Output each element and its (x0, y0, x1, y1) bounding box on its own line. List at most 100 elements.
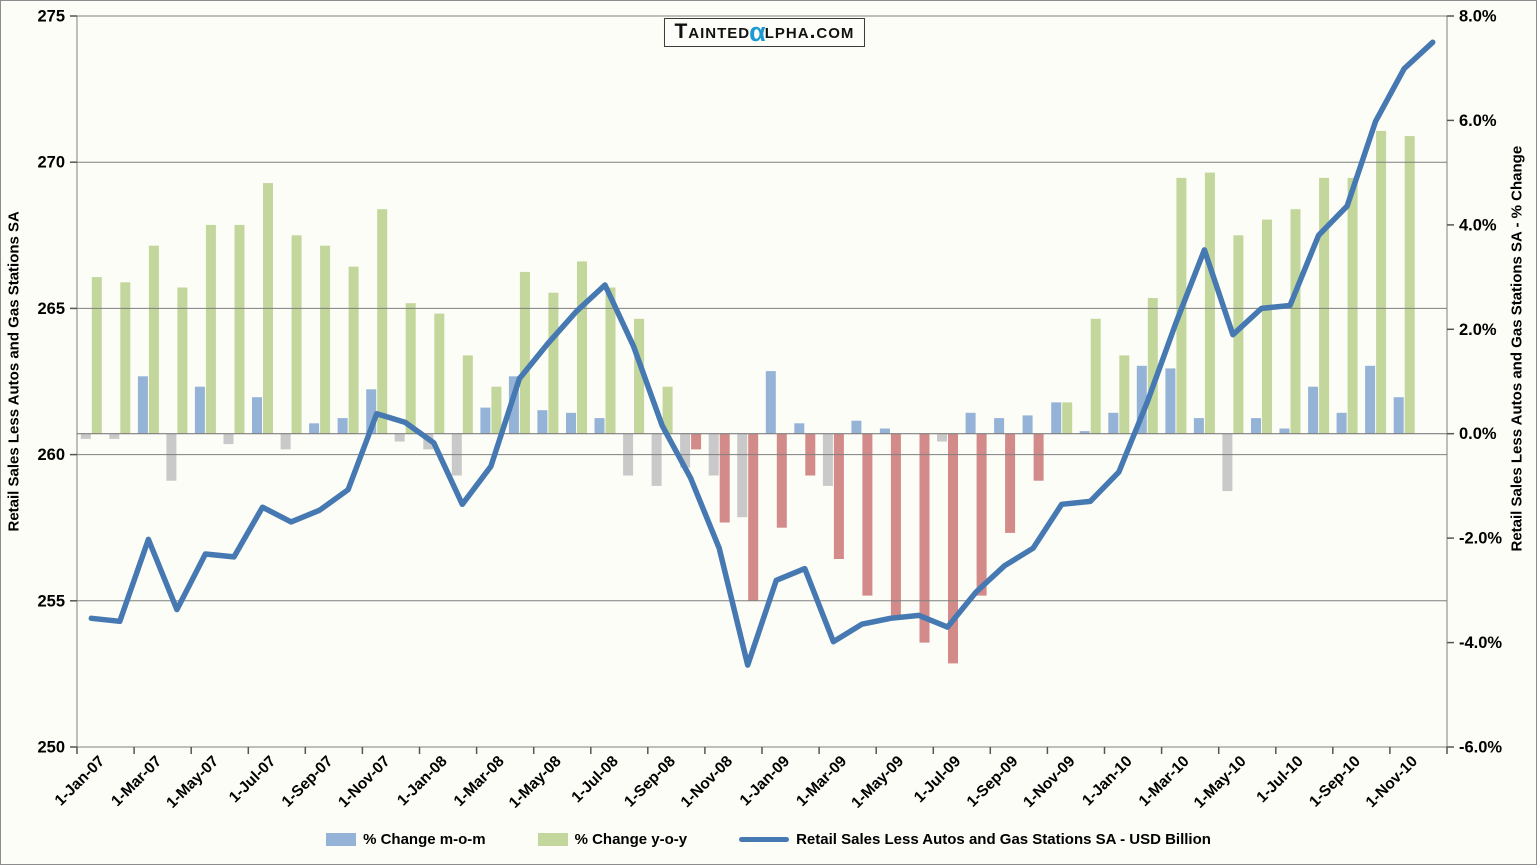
logo-suffix: lpha.com (764, 20, 855, 43)
bar-mom-positive (765, 371, 776, 434)
bar-mom-negative (280, 433, 291, 450)
bar-mom-positive (1336, 412, 1347, 434)
x-tick-label: 1-Jul-09 (911, 753, 965, 807)
bar-mom-positive (194, 386, 205, 434)
bar-yoy-positive (291, 235, 302, 434)
bar-mom-positive (1079, 431, 1090, 434)
bar-mom-positive (309, 423, 320, 434)
x-tick-label: 1-Sep-07 (279, 753, 337, 811)
bar-mom-positive (480, 407, 491, 434)
right-tick-label: 4.0% (1459, 216, 1497, 234)
bar-mom-positive (994, 418, 1005, 434)
bar-yoy-negative (833, 433, 844, 559)
x-tick-label: 1-Jul-10 (1253, 753, 1306, 806)
legend-label: Retail Sales Less Autos and Gas Stations… (796, 831, 1211, 848)
logo-alpha-icon: α (749, 17, 766, 47)
x-tick-label: 1-Jan-10 (1079, 753, 1136, 810)
bar-yoy-positive (577, 261, 587, 434)
x-tick-label: 1-May-10 (1191, 753, 1250, 812)
bar-yoy-positive (662, 386, 673, 434)
bar-mom-positive (851, 420, 862, 434)
x-tick-label: 1-Nov-09 (1020, 753, 1079, 812)
bar-mom-positive (594, 418, 605, 434)
right-tick-label: 0.0% (1459, 425, 1497, 443)
right-tick-label: 6.0% (1459, 112, 1497, 130)
left-tick-label: 260 (37, 446, 65, 464)
right-tick-label: 8.0% (1459, 8, 1497, 26)
legend-label: % Change m-o-m (363, 831, 486, 848)
logo-prefix: Tainted (674, 20, 751, 43)
bar-yoy-positive (605, 287, 616, 434)
bar-yoy-positive (205, 224, 216, 434)
left-tick-label: 265 (37, 300, 65, 318)
bar-mom-positive (537, 410, 548, 434)
left-tick-label: 275 (37, 8, 65, 26)
bar-mom-negative (166, 433, 177, 481)
bar-yoy-positive (91, 277, 102, 434)
bar-yoy-positive (1404, 136, 1415, 434)
bar-mom-positive (252, 397, 262, 434)
right-tick-label: -4.0% (1459, 634, 1502, 652)
bar-yoy-negative (691, 433, 702, 450)
bar-yoy-negative (890, 433, 901, 617)
series-line-retail-sales (88, 39, 1436, 668)
bar-yoy-positive (1376, 130, 1387, 434)
bar-mom-positive (1136, 365, 1147, 434)
bar-mom-negative (1222, 433, 1233, 492)
bar-yoy-positive (634, 318, 645, 434)
bar-yoy-positive (1347, 177, 1358, 434)
bar-mom-positive (508, 376, 519, 434)
legend-line-swatch (739, 837, 790, 842)
bar-yoy-positive (1233, 235, 1244, 434)
x-tick-label: 1-Sep-10 (1306, 753, 1364, 811)
bar-mom-negative (822, 433, 833, 486)
bar-yoy-positive (1090, 318, 1101, 434)
bar-mom-positive (1022, 415, 1033, 434)
bar-mom-negative (937, 433, 947, 442)
bar-mom-positive (1308, 386, 1319, 434)
left-tick-label: 270 (37, 154, 65, 172)
bar-yoy-positive (1147, 298, 1158, 434)
bar-yoy-positive (120, 282, 131, 434)
left-tick-label: 250 (37, 739, 65, 757)
legend-bar-swatch (326, 833, 357, 846)
bar-yoy-positive (234, 224, 245, 434)
bar-mom-positive (337, 418, 348, 434)
left-axis-title: Retail Sales Less Autos and Gas Stations… (5, 211, 23, 532)
right-tick-label: -6.0% (1459, 739, 1502, 757)
bar-mom-negative (394, 433, 405, 442)
bar-mom-positive (1193, 418, 1204, 434)
x-tick-label: 1-Mar-08 (451, 753, 508, 810)
x-tick-label: 1-Mar-10 (1136, 753, 1193, 810)
bar-yoy-positive (405, 303, 416, 434)
bar-mom-positive (366, 389, 377, 434)
bar-yoy-positive (491, 386, 502, 434)
bar-yoy-positive (377, 209, 388, 434)
bar-yoy-positive (177, 287, 188, 434)
bar-mom-positive (1108, 412, 1119, 434)
bar-yoy-positive (462, 355, 473, 434)
legend-label: % Change y-o-y (574, 831, 688, 848)
x-tick-label: 1-Jul-07 (226, 753, 279, 806)
bar-mom-positive (566, 412, 576, 434)
legend-bar-swatch (537, 833, 568, 846)
bar-yoy-negative (919, 433, 930, 643)
bar-yoy-positive (519, 271, 530, 434)
left-tick-label: 255 (37, 592, 65, 610)
bar-yoy-negative (719, 433, 730, 523)
bar-yoy-negative (748, 433, 759, 601)
bar-mom-positive (965, 412, 976, 434)
bar-mom-negative (651, 433, 662, 486)
right-tick-label: -2.0% (1459, 530, 1502, 548)
bar-yoy-negative (862, 433, 873, 596)
legend-item: Retail Sales Less Autos and Gas Stations… (739, 831, 1211, 848)
bar-yoy-positive (548, 292, 559, 434)
x-tick-label: 1-May-07 (163, 753, 222, 812)
x-tick-label: 1-Sep-08 (621, 753, 679, 811)
bar-yoy-positive (1062, 402, 1073, 434)
bar-mom-positive (1393, 397, 1404, 434)
bar-yoy-positive (1204, 172, 1215, 434)
chart-legend: % Change m-o-m % Change y-o-y Retail Sales… (0, 831, 1537, 848)
